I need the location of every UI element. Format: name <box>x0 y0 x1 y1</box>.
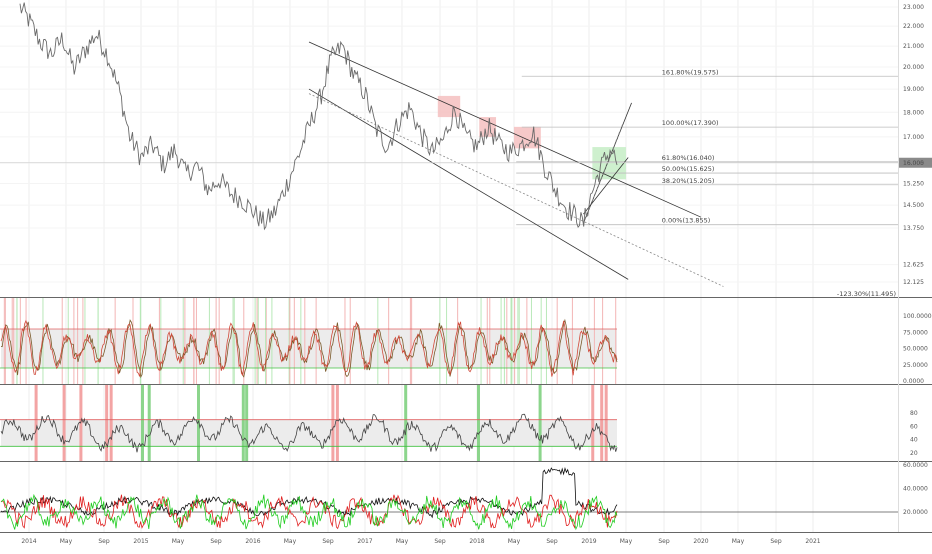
rsi-signal-bar <box>241 385 245 461</box>
x-axis-tick: Sep <box>434 538 446 545</box>
rsi-signal-bar <box>477 385 480 461</box>
stoch-axis-tick: 50.0000 <box>903 346 928 353</box>
current-price-tag <box>899 157 932 168</box>
fib-level-label: 100.00%(17.390) <box>662 119 719 127</box>
x-axis-tick: 2020 <box>693 538 708 545</box>
rsi-signal-bar <box>538 385 542 461</box>
fib-level-label: 0.00%(13.855) <box>662 217 710 225</box>
x-axis-tick: 2016 <box>245 538 260 545</box>
x-axis-tick: May <box>732 538 745 545</box>
rsi-signal-bar <box>109 385 113 461</box>
fib-level-label: 61.80%(16.040) <box>662 154 715 162</box>
x-axis-tick: Sep <box>210 538 222 545</box>
rsi-axis-tick: 80 <box>910 410 918 417</box>
price-axis-tick: 22.000 <box>903 23 924 30</box>
rsi-signal-bar <box>245 385 249 461</box>
price-axis-tick: 15.250 <box>903 181 924 188</box>
rsi-signal-bar <box>62 385 66 461</box>
x-axis-tick: 2014 <box>21 538 36 545</box>
x-axis-tick: 2015 <box>133 538 148 545</box>
price-axis-tick: 12.625 <box>903 262 924 269</box>
trend-channel-line[interactable] <box>583 157 629 215</box>
dmi-axis-tick: 20.0000 <box>903 509 928 516</box>
price-series-line <box>19 2 618 231</box>
x-axis-tick: Sep <box>658 538 670 545</box>
rsi-band <box>1 419 617 447</box>
stoch-axis-tick: 0.0000 <box>903 378 924 385</box>
rsi-signal-bar <box>197 385 200 461</box>
rsi-line <box>0 413 618 453</box>
dmi-axis-tick: 60.0000 <box>903 462 928 469</box>
trend-channel-line[interactable] <box>583 124 623 224</box>
resistance-zone <box>437 95 461 118</box>
rsi-signal-bar <box>147 385 151 461</box>
fib-level-label: 161.80%(19.575) <box>662 68 719 76</box>
price-axis-tick: 17.000 <box>903 134 924 141</box>
rsi-signal-bar <box>404 385 408 461</box>
adx-line <box>0 467 618 519</box>
rsi-signal-bar <box>335 385 339 461</box>
x-axis-tick: May <box>508 538 521 545</box>
x-axis-tick: May <box>284 538 297 545</box>
dmi-axis-tick: 40.0000 <box>903 486 928 493</box>
rsi-signal-bar <box>141 385 144 461</box>
x-axis-tick: 2019 <box>581 538 596 545</box>
x-axis-tick: Sep <box>98 538 110 545</box>
price-axis-tick: 21.000 <box>903 43 924 50</box>
rsi-axis-tick: 20 <box>910 450 918 457</box>
price-axis-tick: 12.125 <box>903 279 924 286</box>
price-axis-tick: 13.750 <box>903 225 924 232</box>
fib-level-label: 38.20%(15.205) <box>662 177 715 185</box>
rsi-signal-bar <box>600 385 604 461</box>
price-axis-tick: 16.000 <box>903 160 924 167</box>
stoch-axis-tick: 25.0000 <box>903 362 928 369</box>
di-plus-line <box>0 493 618 531</box>
x-axis-tick: May <box>172 538 185 545</box>
stoch-axis-tick: 100.0000 <box>903 313 932 320</box>
price-axis-tick: 18.000 <box>903 109 924 116</box>
x-axis-tick: 2018 <box>469 538 484 545</box>
rsi-signal-bar <box>105 385 109 461</box>
rsi-signal-bar <box>604 385 608 461</box>
x-axis-tick: Sep <box>322 538 334 545</box>
target-zone <box>592 147 626 180</box>
price-axis-tick: 14.500 <box>903 202 924 209</box>
price-axis-tick: 23.000 <box>903 4 924 11</box>
rsi-signal-bar <box>591 385 595 461</box>
trend-channel-line[interactable] <box>308 41 702 218</box>
stoch-k-line <box>0 318 618 379</box>
x-axis-tick: May <box>60 538 73 545</box>
fib-level-label: 50.00%(15.625) <box>662 165 715 173</box>
x-axis-tick: 2017 <box>357 538 372 545</box>
x-axis-tick: May <box>396 538 409 545</box>
x-axis-tick: May <box>620 538 633 545</box>
stoch-d-line <box>0 319 618 377</box>
rsi-signal-bar <box>331 385 335 461</box>
stoch-axis-tick: 75.0000 <box>903 329 928 336</box>
price-axis-tick: 19.000 <box>903 86 924 93</box>
x-axis-tick: Sep <box>770 538 782 545</box>
x-axis-tick: 2021 <box>805 538 820 545</box>
trend-channel-line[interactable] <box>308 88 629 280</box>
current-price-value: 16.005 <box>903 160 924 167</box>
rsi-axis-tick: 40 <box>910 437 918 444</box>
rsi-axis-tick: 60 <box>910 423 918 430</box>
rsi-signal-bar <box>34 385 38 461</box>
di-minus-line <box>0 494 618 530</box>
price-axis-tick: 20.000 <box>903 64 924 71</box>
x-axis-tick: Sep <box>546 538 558 545</box>
fib-offscreen-label: -123.30%(11.495) <box>837 290 896 298</box>
resistance-zone <box>479 117 497 137</box>
